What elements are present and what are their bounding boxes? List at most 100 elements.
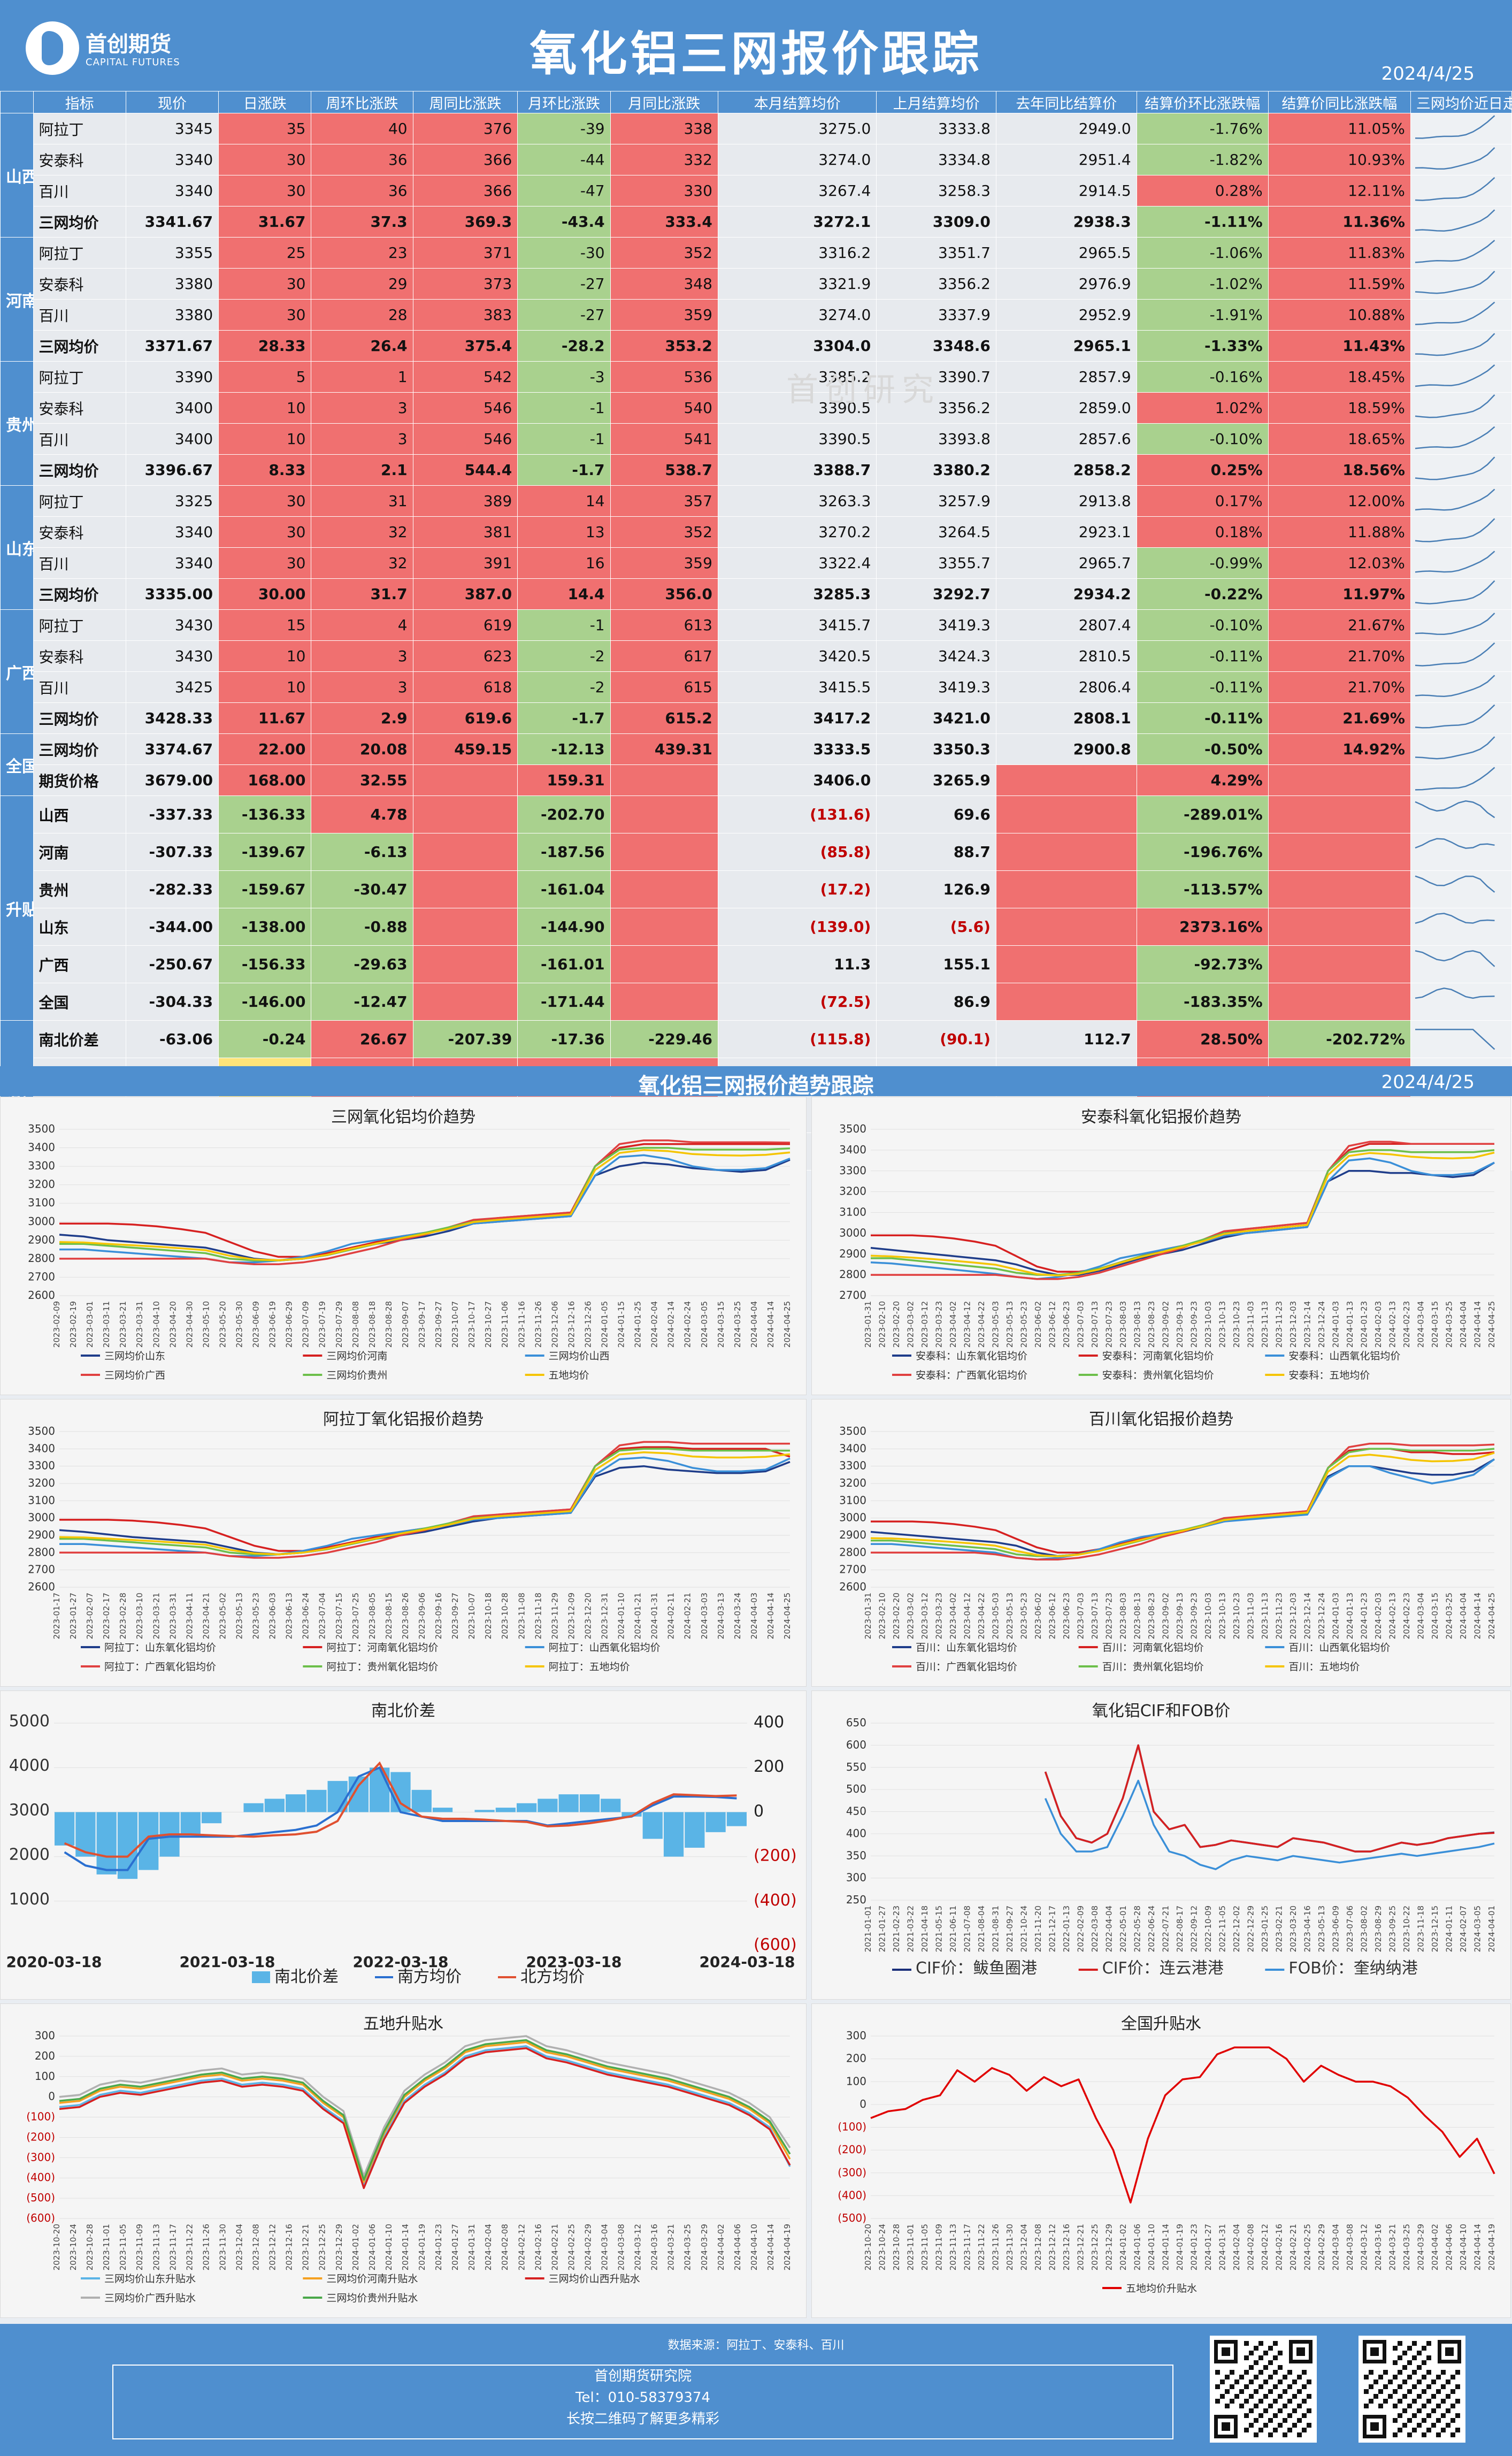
x-tick-label: 2023-12-06 — [550, 1301, 559, 1348]
sparkline-line — [1415, 333, 1495, 356]
y-tick-label: 3500 — [28, 1122, 55, 1135]
x-tick-label: 2023-05-13 — [235, 1593, 244, 1639]
sparkline-line — [1415, 675, 1495, 697]
table-cell: 2858.2 — [995, 454, 1137, 486]
bar — [411, 1789, 432, 1812]
table-cell: 1 — [311, 361, 413, 393]
table-cell: 32 — [311, 547, 413, 579]
qr-code-wechat[interactable] — [1210, 2336, 1317, 2443]
y-tick-label: 100 — [35, 2070, 55, 2083]
row-label: 阿拉丁 — [33, 361, 126, 393]
table-cell: 3355 — [125, 237, 219, 269]
series-line — [59, 1448, 790, 1556]
trend-sparkline — [1410, 423, 1512, 455]
table-cell: -344.00 — [125, 908, 219, 946]
row-label: 安泰科 — [33, 268, 126, 300]
x-tick-label: 2024-02-25 — [566, 2224, 576, 2270]
table-cell: -63.06 — [125, 1020, 219, 1058]
table-cell: 30 — [218, 299, 312, 331]
x-tick-label: 2023-12-21 — [1076, 2224, 1086, 2270]
legend-label: 阿拉丁：山西氧化铝均价 — [549, 1642, 661, 1654]
table-cell: -0.22% — [1136, 578, 1269, 610]
table-cell: 20.08 — [311, 733, 413, 765]
x-tick-label: 2024-01-13 — [1345, 1301, 1355, 1348]
x-tick-label: 2023-11-26 — [991, 2224, 1001, 2270]
y-tick-label: 2900 — [839, 1528, 866, 1541]
table-cell: 10.93% — [1268, 144, 1411, 175]
x-tick-label: 2024-04-25 — [1487, 1301, 1496, 1348]
y-tick-label: (100) — [838, 2121, 866, 2133]
table-cell: -0.99% — [1136, 547, 1269, 579]
table-cell: -1.7 — [517, 454, 611, 486]
table-cell: 3385.2 — [717, 361, 877, 393]
x-tick-label: 2023-03-18 — [526, 1953, 621, 1971]
y-tick-label: (200) — [838, 2143, 866, 2156]
bar — [517, 1803, 537, 1812]
x-tick-label: 2021-10-24 — [1019, 1906, 1029, 1952]
table-cell: 3267.4 — [717, 175, 877, 206]
x-tick-label: 2023-12-15 — [1430, 1906, 1440, 1952]
x-tick-label: 2024-03-24 — [733, 1593, 742, 1639]
bar — [705, 1812, 726, 1832]
table-cell: 2923.1 — [995, 516, 1137, 548]
x-tick-label: 2024-02-04 — [483, 2224, 493, 2270]
x-tick-label: 2023-06-09 — [251, 1301, 261, 1348]
table-cell — [995, 795, 1137, 833]
x-tick-label: 2024-03-12 — [633, 2224, 643, 2270]
chart-svg: 2600 2700 2800 2900 3000 3100 3200 3300 3400 3500… — [839, 1425, 1496, 1673]
table-cell: (131.6) — [717, 795, 877, 833]
row-label: 三网均价 — [33, 702, 126, 734]
table-row: 百川 3400 10 3 546 -1 541 3390.5 3393.8 2857.6 -0.10… — [1, 423, 1512, 455]
table-cell: (17.2) — [717, 870, 877, 908]
table-cell: 88.7 — [876, 833, 996, 871]
x-tick-label: 2024-03-21 — [1388, 2224, 1398, 2270]
trend-sparkline — [1410, 983, 1512, 1021]
table-row: 三网均价 3396.67 8.33 2.1 544.4 -1.7 538.7 3388.7 33… — [1, 454, 1512, 486]
table-cell: 3285.3 — [717, 578, 877, 610]
x-tick-label: 2023-05-10 — [201, 1301, 211, 1348]
legend-label: 安泰科：山东氧化铝均价 — [916, 1350, 1027, 1362]
x-tick-label: 2023-12-14 — [1303, 1301, 1313, 1348]
table-cell: -139.67 — [218, 833, 312, 871]
org-name: 首创期货研究院 — [594, 2368, 692, 2384]
x-tick-label: 2024-04-02 — [716, 2224, 726, 2270]
table-cell: 357 — [610, 485, 718, 517]
row-label: 三网均价 — [33, 454, 126, 486]
table-cell: 32 — [311, 516, 413, 548]
x-tick-label: 2024-01-10 — [384, 2224, 394, 2270]
table-row: 三网均价 3341.67 31.67 37.3 369.3 -43.4 333.4 3272.… — [1, 206, 1512, 238]
x-tick-label: 2023-12-08 — [251, 2224, 261, 2270]
table-cell: -161.04 — [517, 870, 611, 908]
x-tick-label: 2024-03-12 — [1360, 2224, 1369, 2270]
trend-sparkline — [1410, 237, 1512, 269]
y2-tick-label: 0 — [754, 1802, 764, 1820]
x-tick-label: 2023-06-02 — [1033, 1301, 1043, 1348]
x-tick-label: 2023-04-21 — [201, 1593, 211, 1639]
table-cell: 3400 — [125, 392, 219, 424]
table-cell: 11.59% — [1268, 268, 1411, 300]
y-tick-label: 2600 — [28, 1289, 55, 1302]
table-cell: 4.29% — [1136, 764, 1269, 796]
sparkline-line — [1415, 271, 1495, 294]
x-tick-label: 2023-08-18 — [367, 1301, 377, 1348]
legend-label: 安泰科：山西氧化铝均价 — [1288, 1350, 1400, 1362]
qr-code-app[interactable] — [1359, 2336, 1465, 2443]
x-tick-label: 2023-01-25 — [1260, 1906, 1270, 1952]
x-tick-label: 2023-02-09 — [52, 1301, 62, 1348]
table-cell — [610, 945, 718, 983]
x-tick-label: 2023-11-16 — [517, 1301, 526, 1348]
bar — [601, 1799, 621, 1812]
bar — [538, 1799, 558, 1812]
y-tick-label: 3500 — [839, 1425, 866, 1437]
x-tick-label: 2024-04-04 — [749, 1301, 759, 1348]
table-cell: 3274.0 — [717, 144, 877, 175]
table-cell: 3 — [311, 423, 413, 455]
table-cell: 2965.5 — [995, 237, 1137, 269]
table-cell: -43.4 — [517, 206, 611, 238]
x-tick-label: 2024-01-05 — [600, 1301, 610, 1348]
y-tick-label: 3400 — [28, 1442, 55, 1455]
table-cell: 3679.00 — [125, 764, 219, 796]
table-row: 河南 -307.33 -139.67 -6.13 -187.56 (85.8) 88.7 -1… — [1, 833, 1512, 871]
table-row: 港口南北价差-63.06-0.2426.67-207.39-17.36-229.… — [0, 1020, 1512, 1170]
series-line — [871, 1458, 1495, 1561]
